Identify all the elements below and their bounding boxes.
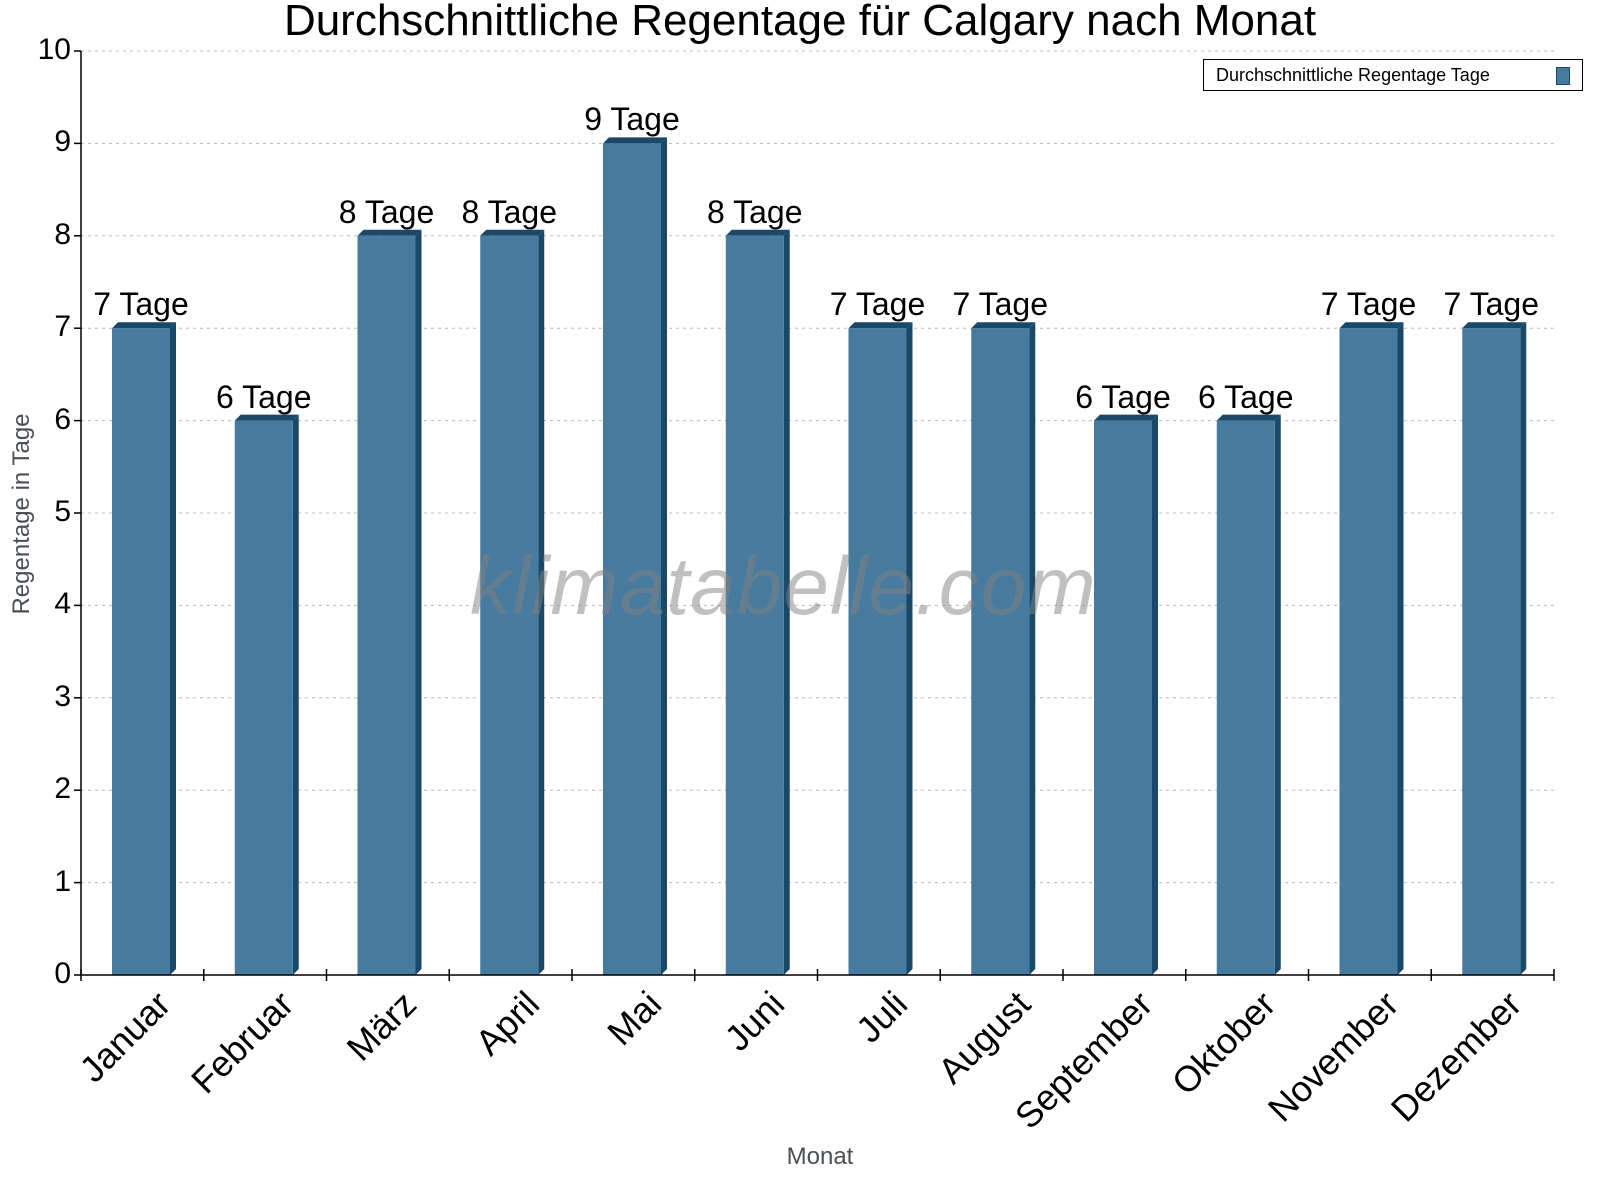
bar-side: [170, 322, 176, 975]
bar-side: [415, 229, 422, 976]
bar: [1462, 328, 1521, 975]
y-tick-label: 10: [37, 33, 71, 66]
bar: [971, 328, 1030, 975]
data-label: 6 Tage: [216, 378, 312, 415]
y-tick-label: 3: [54, 679, 71, 713]
bar: [1094, 420, 1152, 976]
bar-side: [1152, 414, 1158, 976]
bar-top: [1094, 414, 1158, 421]
watermark: klimatabelle.com: [470, 541, 1097, 632]
data-label: 9 Tage: [584, 101, 680, 138]
x-axis-label: Monat: [786, 1143, 854, 1170]
data-label: 6 Tage: [1198, 378, 1294, 415]
data-label: 7 Tage: [1443, 286, 1540, 323]
bar-side: [783, 229, 790, 976]
data-label: 7 Tage: [1320, 286, 1417, 323]
chart-title: Durchschnittliche Regentage für Calgary …: [283, 0, 1317, 45]
bar: [848, 328, 907, 975]
data-label: 8 Tage: [338, 193, 435, 230]
data-label: 7 Tage: [952, 286, 1049, 323]
y-tick-label: 7: [54, 310, 71, 344]
bar-side: [661, 137, 667, 975]
data-label: 7 Tage: [93, 286, 189, 323]
y-tick-label: 9: [54, 125, 71, 159]
bar-top: [234, 414, 299, 421]
bar: [725, 235, 784, 976]
bar-top: [112, 322, 176, 329]
bar-side: [538, 229, 545, 976]
y-tick-label: 1: [54, 864, 71, 898]
data-label: 8 Tage: [707, 193, 803, 230]
y-tick-label: 5: [54, 495, 71, 528]
bar-top: [1462, 322, 1527, 329]
bar-top: [603, 137, 667, 144]
bar-side: [906, 322, 913, 975]
bar: [1216, 420, 1275, 976]
bar: [112, 328, 170, 975]
bar-top: [971, 322, 1036, 329]
legend-swatch-icon: [1556, 67, 1570, 85]
bar: [1339, 328, 1398, 975]
bar-side: [1397, 322, 1404, 975]
data-label: 6 Tage: [1075, 378, 1171, 415]
bar-top: [480, 229, 545, 236]
y-tick-label: 2: [54, 772, 71, 806]
bar-top: [848, 322, 913, 329]
legend: Durchschnittliche Regentage Tage: [1203, 59, 1583, 91]
bar-top: [1216, 414, 1281, 421]
bar: [357, 235, 416, 976]
bar-top: [1339, 322, 1404, 329]
bar: [480, 235, 539, 976]
bar: [234, 420, 293, 976]
bar-side: [1029, 322, 1036, 975]
bar-side: [1274, 414, 1281, 976]
data-label: 7 Tage: [829, 286, 926, 323]
y-tick-label: 0: [54, 957, 71, 990]
bar-top: [357, 229, 422, 236]
bar-top: [725, 229, 790, 236]
y-tick-label: 4: [54, 587, 71, 621]
bar: [603, 143, 661, 975]
legend-entry-label: Durchschnittliche Regentage Tage: [1216, 65, 1490, 85]
bar-side: [1520, 322, 1527, 975]
y-tick-label: 6: [54, 402, 71, 436]
y-tick-label: 8: [54, 217, 71, 251]
data-label: 8 Tage: [461, 193, 558, 230]
bar-side: [292, 414, 299, 976]
